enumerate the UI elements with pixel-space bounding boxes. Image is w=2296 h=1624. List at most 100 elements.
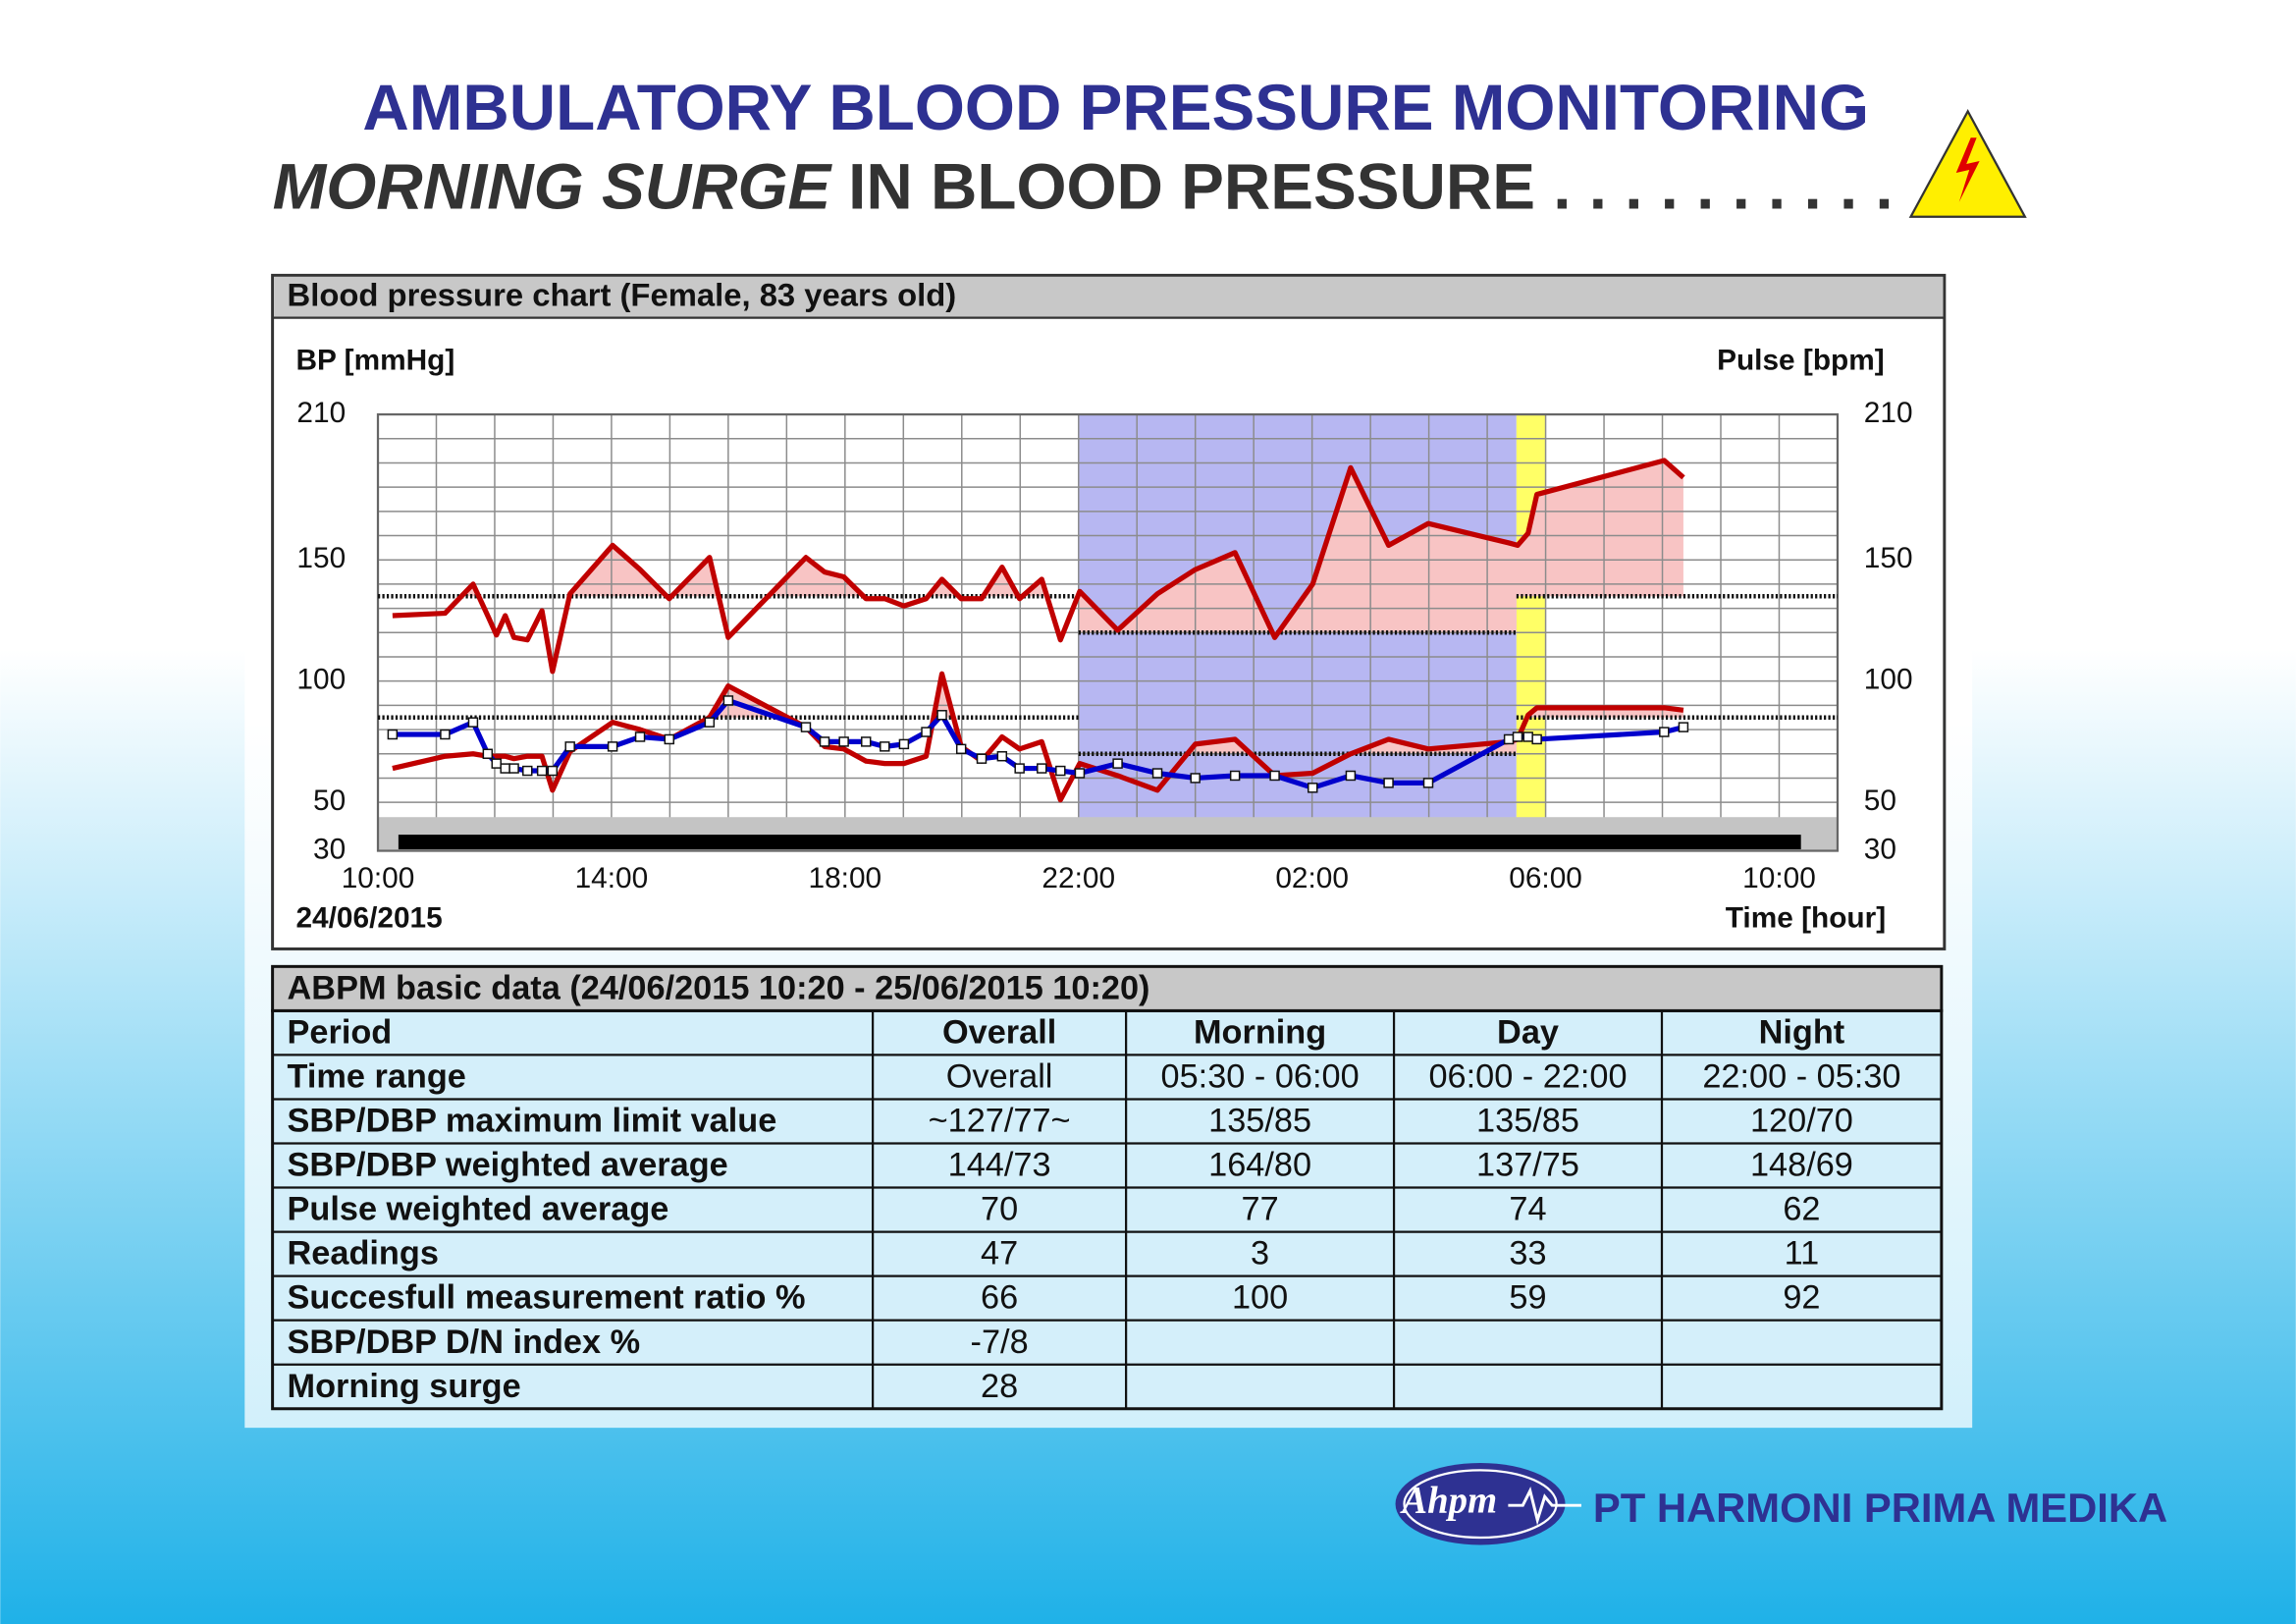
y-tick-label: 100 bbox=[296, 664, 346, 696]
point-marker bbox=[482, 748, 494, 759]
series-line bbox=[392, 671, 1684, 803]
point-marker bbox=[722, 695, 734, 706]
point-marker bbox=[838, 736, 849, 747]
point-marker bbox=[1308, 783, 1318, 793]
series-line bbox=[392, 697, 1684, 790]
subtitle-rest: IN BLOOD PRESSURE . . . . . . . . . . bbox=[848, 151, 1894, 223]
table-cell: Morning bbox=[1194, 1013, 1326, 1051]
point-marker bbox=[1512, 731, 1523, 742]
point-marker bbox=[800, 722, 812, 732]
point-marker bbox=[880, 741, 890, 752]
logo-pulse bbox=[1508, 1487, 1581, 1526]
table-cell: 33 bbox=[1509, 1235, 1546, 1272]
point-marker bbox=[508, 763, 519, 774]
table-cell: 3 bbox=[1251, 1235, 1269, 1272]
table-cell: 22:00 - 05:30 bbox=[1702, 1058, 1900, 1096]
table-cell: 59 bbox=[1509, 1279, 1546, 1317]
point-marker bbox=[1522, 731, 1533, 742]
point-marker bbox=[976, 753, 988, 764]
x-axis-label: Time [hour] bbox=[1726, 901, 1886, 934]
point-marker bbox=[440, 729, 451, 740]
exceed-area bbox=[392, 460, 1683, 633]
activity-bar bbox=[398, 835, 1801, 850]
y2-tick-label: 210 bbox=[1864, 397, 1913, 429]
point-marker bbox=[936, 710, 947, 721]
y-tick-label: 210 bbox=[296, 397, 346, 429]
x-tick-label: 10:00 bbox=[342, 862, 415, 894]
table-cell: 28 bbox=[981, 1368, 1018, 1405]
y-tick-label: 50 bbox=[313, 785, 346, 817]
table-cell: 92 bbox=[1783, 1279, 1820, 1317]
point-marker bbox=[522, 765, 533, 777]
table-cell: 11 bbox=[1785, 1235, 1820, 1272]
point-marker bbox=[996, 751, 1008, 762]
y-tick-label: 150 bbox=[296, 542, 346, 574]
subtitle-italic: MORNING SURGE bbox=[273, 151, 833, 223]
point-marker bbox=[500, 763, 510, 774]
chart-title: Blood pressure chart (Female, 83 years o… bbox=[288, 276, 957, 312]
point-marker bbox=[547, 765, 559, 777]
logo-badge bbox=[1395, 1462, 1566, 1545]
table-cell: -7/8 bbox=[971, 1324, 1029, 1361]
x-tick-label: 22:00 bbox=[1041, 862, 1115, 894]
y2-tick-label: 100 bbox=[1864, 664, 1913, 696]
row-label: SBP/DBP maximum limit value bbox=[288, 1103, 777, 1140]
chart-header bbox=[274, 276, 1944, 318]
point-marker bbox=[1678, 722, 1689, 732]
warning-icon bbox=[1908, 109, 2027, 218]
logo: Ahpm PT HARMONI PRIMA MEDIKA bbox=[1395, 1462, 2167, 1545]
point-marker bbox=[704, 717, 716, 728]
row-label: SBP/DBP weighted average bbox=[288, 1147, 728, 1184]
point-marker bbox=[491, 758, 502, 769]
row-label: Period bbox=[288, 1013, 393, 1051]
title: AMBULATORY BLOOD PRESSURE MONITORING bbox=[362, 72, 1869, 143]
table-cell: 120/70 bbox=[1750, 1103, 1853, 1140]
table-cell: Overall bbox=[946, 1058, 1053, 1096]
table-body bbox=[271, 1008, 1944, 1411]
point-marker bbox=[1383, 778, 1394, 788]
table-cell: 137/75 bbox=[1476, 1147, 1579, 1184]
y2-tick-label: 50 bbox=[1864, 785, 1896, 817]
y2-tick-label: 150 bbox=[1864, 542, 1913, 574]
table-cell: 100 bbox=[1232, 1279, 1288, 1317]
point-marker bbox=[921, 727, 932, 737]
point-marker bbox=[1190, 773, 1201, 784]
point-marker bbox=[1014, 763, 1025, 774]
point-marker bbox=[467, 717, 479, 728]
row-label: Pulse weighted average bbox=[288, 1191, 669, 1228]
x-tick-label: 14:00 bbox=[575, 862, 649, 894]
plot-frame bbox=[376, 412, 1840, 852]
table-cell: Overall bbox=[942, 1013, 1056, 1051]
x-tick-label: 18:00 bbox=[809, 862, 882, 894]
table-header bbox=[271, 964, 1944, 1012]
point-marker bbox=[1151, 768, 1163, 779]
lightning bbox=[1955, 137, 1980, 202]
table: ABPM basic data (24/06/2015 10:20 - 25/0… bbox=[271, 964, 1944, 1411]
y2-tick-label: 30 bbox=[1864, 833, 1896, 865]
table-cell: ~127/77~ bbox=[929, 1103, 1071, 1140]
y-axis-label: BP [mmHg] bbox=[295, 344, 454, 376]
table-title: ABPM basic data (24/06/2015 10:20 - 25/0… bbox=[288, 969, 1150, 1006]
point-marker bbox=[1531, 733, 1542, 745]
subtitle: MORNING SURGE IN BLOOD PRESSURE . . . . .… bbox=[273, 151, 1894, 223]
table-cell: 47 bbox=[981, 1235, 1018, 1272]
point-marker bbox=[1269, 770, 1280, 782]
y2-axis-label: Pulse [bpm] bbox=[1717, 344, 1885, 376]
logo-mark: Ahpm bbox=[1400, 1480, 1497, 1522]
point-marker bbox=[664, 733, 675, 745]
point-marker bbox=[387, 729, 399, 740]
point-marker bbox=[1422, 778, 1434, 788]
row-label: SBP/DBP D/N index % bbox=[288, 1324, 641, 1361]
point-marker bbox=[1229, 770, 1241, 782]
point-marker bbox=[607, 741, 618, 752]
point-marker bbox=[1659, 727, 1670, 737]
table-cell: 77 bbox=[1242, 1191, 1279, 1228]
point-marker bbox=[1074, 768, 1086, 779]
point-marker bbox=[1055, 765, 1066, 777]
row-label: Time range bbox=[288, 1058, 466, 1096]
table-cell: 05:30 - 06:00 bbox=[1161, 1058, 1360, 1096]
plot: 30 50 100 150 210 30 50 100 150 210 10:00 14:00 18:0… bbox=[296, 397, 1912, 894]
point-marker bbox=[819, 736, 830, 747]
table-cell: 66 bbox=[981, 1279, 1018, 1317]
date-label: 24/06/2015 bbox=[295, 901, 442, 934]
